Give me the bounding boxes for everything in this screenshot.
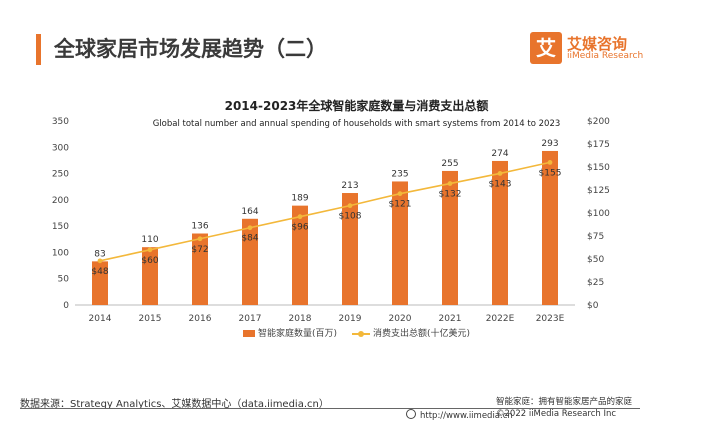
y-right-tick-label: $25 <box>587 278 604 288</box>
brand-logo: 艾 艾媒咨询 iiMedia Research <box>530 32 644 64</box>
line-point <box>497 171 503 176</box>
bar <box>292 205 308 305</box>
bar-data-label: 136 <box>191 222 208 232</box>
y-left-tick-label: 350 <box>52 117 69 127</box>
bar-data-label: 274 <box>491 149 508 159</box>
line-data-label: $84 <box>241 234 258 244</box>
chart-subtitle: Global total number and annual spending … <box>152 119 561 129</box>
bar <box>342 193 358 305</box>
chart-legend: 智能家庭数量(百万) 消费支出总额(十亿美元) <box>0 326 713 339</box>
line-point <box>247 225 253 231</box>
bar <box>542 150 558 305</box>
legend-label-households: 智能家庭数量(百万) <box>258 329 338 339</box>
globe-icon <box>406 409 416 419</box>
y-left-tick-label: 200 <box>52 196 69 206</box>
x-tick-label: 2017 <box>239 314 262 324</box>
line-point <box>347 203 353 209</box>
line-data-label: $132 <box>439 190 462 200</box>
page-title: 全球家居市场发展趋势（二） <box>54 37 327 61</box>
line-data-label: $48 <box>91 267 108 277</box>
line-data-label: $96 <box>291 223 308 233</box>
line-data-label: $155 <box>539 168 562 178</box>
bar <box>192 233 208 305</box>
line-point <box>197 236 203 242</box>
line-data-label: $60 <box>141 256 158 266</box>
bar-data-label: 164 <box>241 207 258 217</box>
line-point <box>397 191 403 197</box>
chart-title: 2014-2023年全球智能家庭数量与消费支出总额 <box>224 99 489 113</box>
bar-data-label: 83 <box>94 249 105 259</box>
line-point <box>297 214 303 220</box>
copyright: ©2022 iiMedia Research Inc <box>496 409 617 419</box>
x-tick-label: 2021 <box>439 314 462 324</box>
y-right-tick-label: $0 <box>587 301 599 311</box>
website-link[interactable]: http://www.iimedia.cn <box>406 409 513 421</box>
bar-data-label: 235 <box>391 169 408 179</box>
y-right-tick-label: $75 <box>587 232 604 242</box>
x-tick-label: 2015 <box>139 314 162 324</box>
y-right-tick-label: $150 <box>587 163 610 173</box>
bar <box>392 181 408 305</box>
legend-bar-swatch <box>243 330 256 337</box>
line-data-label: $143 <box>489 179 512 189</box>
y-right-tick-label: $125 <box>587 186 610 196</box>
line-data-label: $72 <box>191 245 208 255</box>
line-point <box>147 247 153 253</box>
x-tick-label: 2020 <box>389 314 412 324</box>
x-tick-label: 2019 <box>339 314 362 324</box>
y-left-tick-label: 150 <box>52 222 69 232</box>
bar <box>242 218 258 305</box>
data-source: 数据来源：Strategy Analytics、艾媒数据中心（data.iime… <box>20 399 329 410</box>
line-point <box>547 160 553 165</box>
legend-item-households: 智能家庭数量(百万) <box>243 326 337 339</box>
y-right-tick-label: $50 <box>587 255 604 265</box>
legend-label-spending: 消费支出总额(十亿美元) <box>372 329 470 339</box>
bar <box>442 170 458 305</box>
spending-line <box>99 161 551 262</box>
y-left-tick-label: 300 <box>52 143 69 153</box>
line-point <box>447 181 453 186</box>
website-url: http://www.iimedia.cn <box>420 411 513 421</box>
x-tick-label: 2018 <box>289 314 312 324</box>
bar <box>492 160 508 305</box>
line-data-label: $121 <box>389 200 412 210</box>
line-point <box>97 258 103 264</box>
x-tick-label: 2014 <box>89 314 112 324</box>
y-left-tick-label: 250 <box>52 170 69 180</box>
y-right-tick-label: $200 <box>587 117 610 127</box>
y-right-tick-label: $175 <box>587 140 610 150</box>
logo-text-cn: 艾媒咨询 <box>567 35 628 53</box>
y-left-tick-label: 100 <box>52 248 69 258</box>
legend-item-spending: 消费支出总额(十亿美元) <box>351 326 470 339</box>
legend-line-swatch <box>351 330 370 337</box>
bar-data-label: 255 <box>441 159 458 169</box>
y-left-tick-label: 50 <box>58 275 70 285</box>
logo-mark: 艾 <box>530 32 562 64</box>
bar-data-label: 213 <box>341 181 358 191</box>
line-data-label: $108 <box>339 212 362 222</box>
y-left-tick-label: 0 <box>63 301 69 311</box>
y-right-tick-label: $100 <box>587 209 610 219</box>
bar-data-label: 110 <box>141 235 158 245</box>
x-tick-label: 2016 <box>189 314 212 324</box>
footer-divider <box>20 408 640 409</box>
footnote: 智能家庭：拥有智能家居产品的家庭 <box>496 397 633 407</box>
title-accent-bar <box>36 34 41 65</box>
bar <box>142 247 158 305</box>
bar-data-label: 189 <box>291 194 308 204</box>
bar-data-label: 293 <box>541 139 558 149</box>
x-tick-label: 2023E <box>536 314 565 324</box>
x-tick-label: 2022E <box>486 314 515 324</box>
logo-text-en: iiMedia Research <box>567 51 644 61</box>
bar <box>92 261 108 305</box>
